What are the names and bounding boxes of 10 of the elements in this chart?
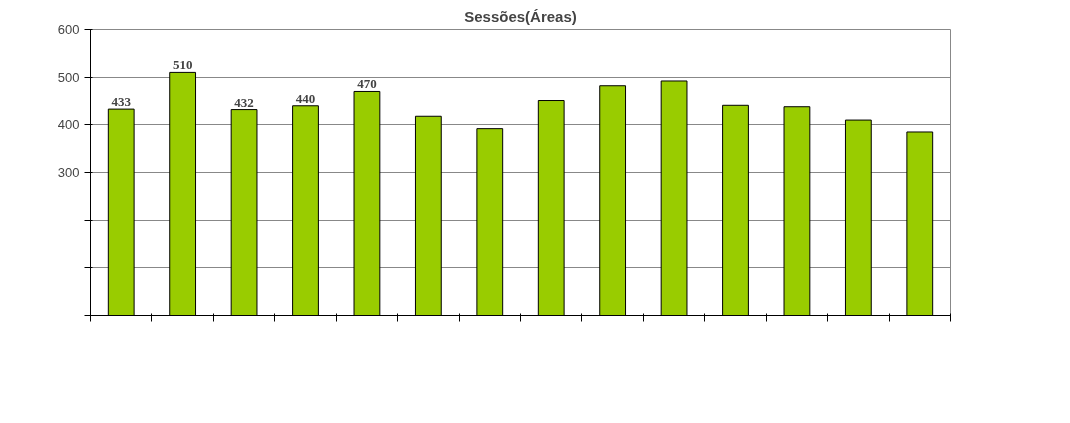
chart-title: Sessões(Áreas) <box>464 7 577 25</box>
y-tick-label: 500 <box>57 69 80 85</box>
text: 432 <box>234 94 254 110</box>
y-tick-label: 400 <box>57 117 80 133</box>
text: 433 <box>111 94 131 110</box>
text: 440 <box>295 90 316 106</box>
y-tick-label: 600 <box>57 22 80 37</box>
text: 510 <box>172 57 193 73</box>
y-tick-label: 300 <box>57 165 80 180</box>
text: 470 <box>357 76 377 92</box>
